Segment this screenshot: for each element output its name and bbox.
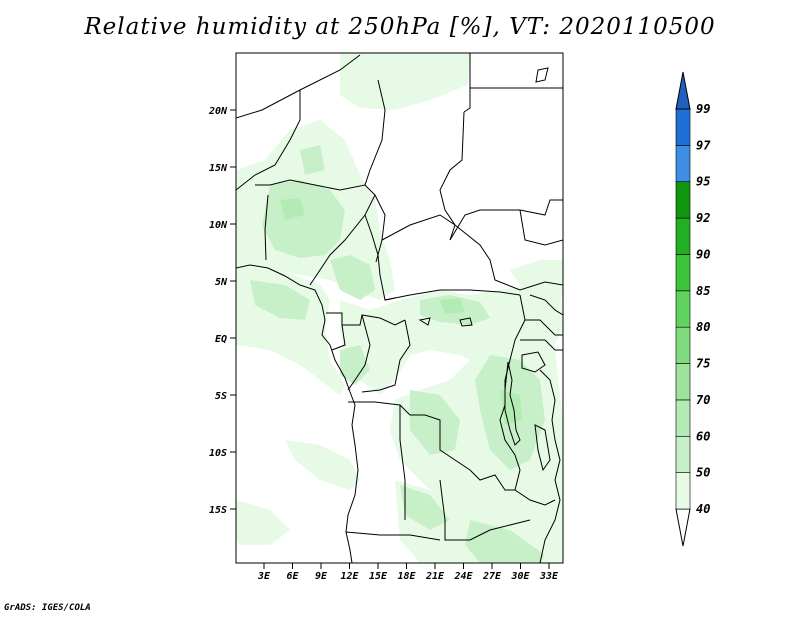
- colorbar-label: 97: [696, 138, 711, 152]
- lon-label: 18E: [397, 571, 416, 582]
- colorbar-label: 85: [696, 284, 710, 298]
- humidity-region-south: [236, 500, 290, 545]
- colorbar-label: 75: [696, 357, 710, 371]
- lat-label: EQ: [215, 334, 227, 345]
- colorbar-segment: [675, 326, 691, 364]
- latitude-axis: 20N 15N 10N 5N EQ 5S 10S 15S: [208, 106, 236, 516]
- coastline: [236, 264, 359, 563]
- humidity-region-north: [340, 53, 470, 110]
- colorbar-label: 99: [696, 102, 710, 116]
- lat-label: 10S: [209, 448, 227, 459]
- colorbar-label: 95: [696, 175, 710, 189]
- colorbar-label: 50: [696, 466, 710, 480]
- colorbar-segment: [675, 217, 691, 255]
- colorbar-segment: [675, 399, 691, 437]
- map-title: Relative humidity at 250hPa [%], VT: 202…: [84, 14, 716, 40]
- colorbar-label: 80: [696, 320, 710, 334]
- humidity-field: [236, 53, 563, 563]
- map-frame: [235, 52, 564, 564]
- lat-label: 20N: [208, 106, 228, 117]
- lon-label: 30E: [510, 571, 530, 582]
- lon-label: 33E: [539, 571, 559, 582]
- lat-label: 5S: [215, 391, 227, 402]
- colorbar-min-arrow: [675, 508, 691, 547]
- lon-label: 12E: [340, 571, 359, 582]
- lon-label: 24E: [453, 571, 473, 582]
- colorbar-label: 92: [696, 211, 710, 225]
- colorbar-segment: [675, 435, 691, 473]
- colorbar-segment: [675, 472, 691, 510]
- lon-label: 6E: [286, 571, 299, 582]
- humidity-region-southwest: [285, 440, 360, 490]
- lat-label: 10N: [209, 220, 228, 231]
- colorbar-segment: [675, 108, 691, 146]
- colorbar-max-arrow: [675, 71, 691, 110]
- lat-label: 15N: [209, 163, 228, 174]
- colorbar-segment: [675, 290, 691, 328]
- longitude-axis: 3E 6E 9E 12E 15E 18E 21E 24E 27E 30E 33E: [257, 563, 559, 582]
- country-borders: [236, 53, 563, 563]
- colorbar-segment: [675, 181, 691, 219]
- grads-credit: GrADS: IGES/COLA: [4, 603, 91, 613]
- humidity-region-northeast: [510, 260, 563, 300]
- lon-label: 3E: [257, 571, 271, 582]
- colorbar-label: 60: [696, 429, 710, 443]
- colorbar-label: 90: [696, 247, 710, 261]
- colorbar-segment: [675, 254, 691, 292]
- lon-label: 27E: [482, 571, 502, 582]
- lon-label: 15E: [369, 571, 388, 582]
- colorbar: 40 50 60 70 75 80 85 90 92 95 97 99: [675, 71, 711, 547]
- colorbar-label: 70: [696, 393, 710, 407]
- colorbar-label: 40: [696, 502, 710, 516]
- colorbar-segment: [675, 363, 691, 401]
- lat-label: 5N: [215, 277, 228, 288]
- lat-label: 15S: [209, 505, 227, 516]
- lon-label: 9E: [315, 571, 328, 582]
- colorbar-segment: [675, 145, 691, 183]
- lon-label: 21E: [425, 571, 445, 582]
